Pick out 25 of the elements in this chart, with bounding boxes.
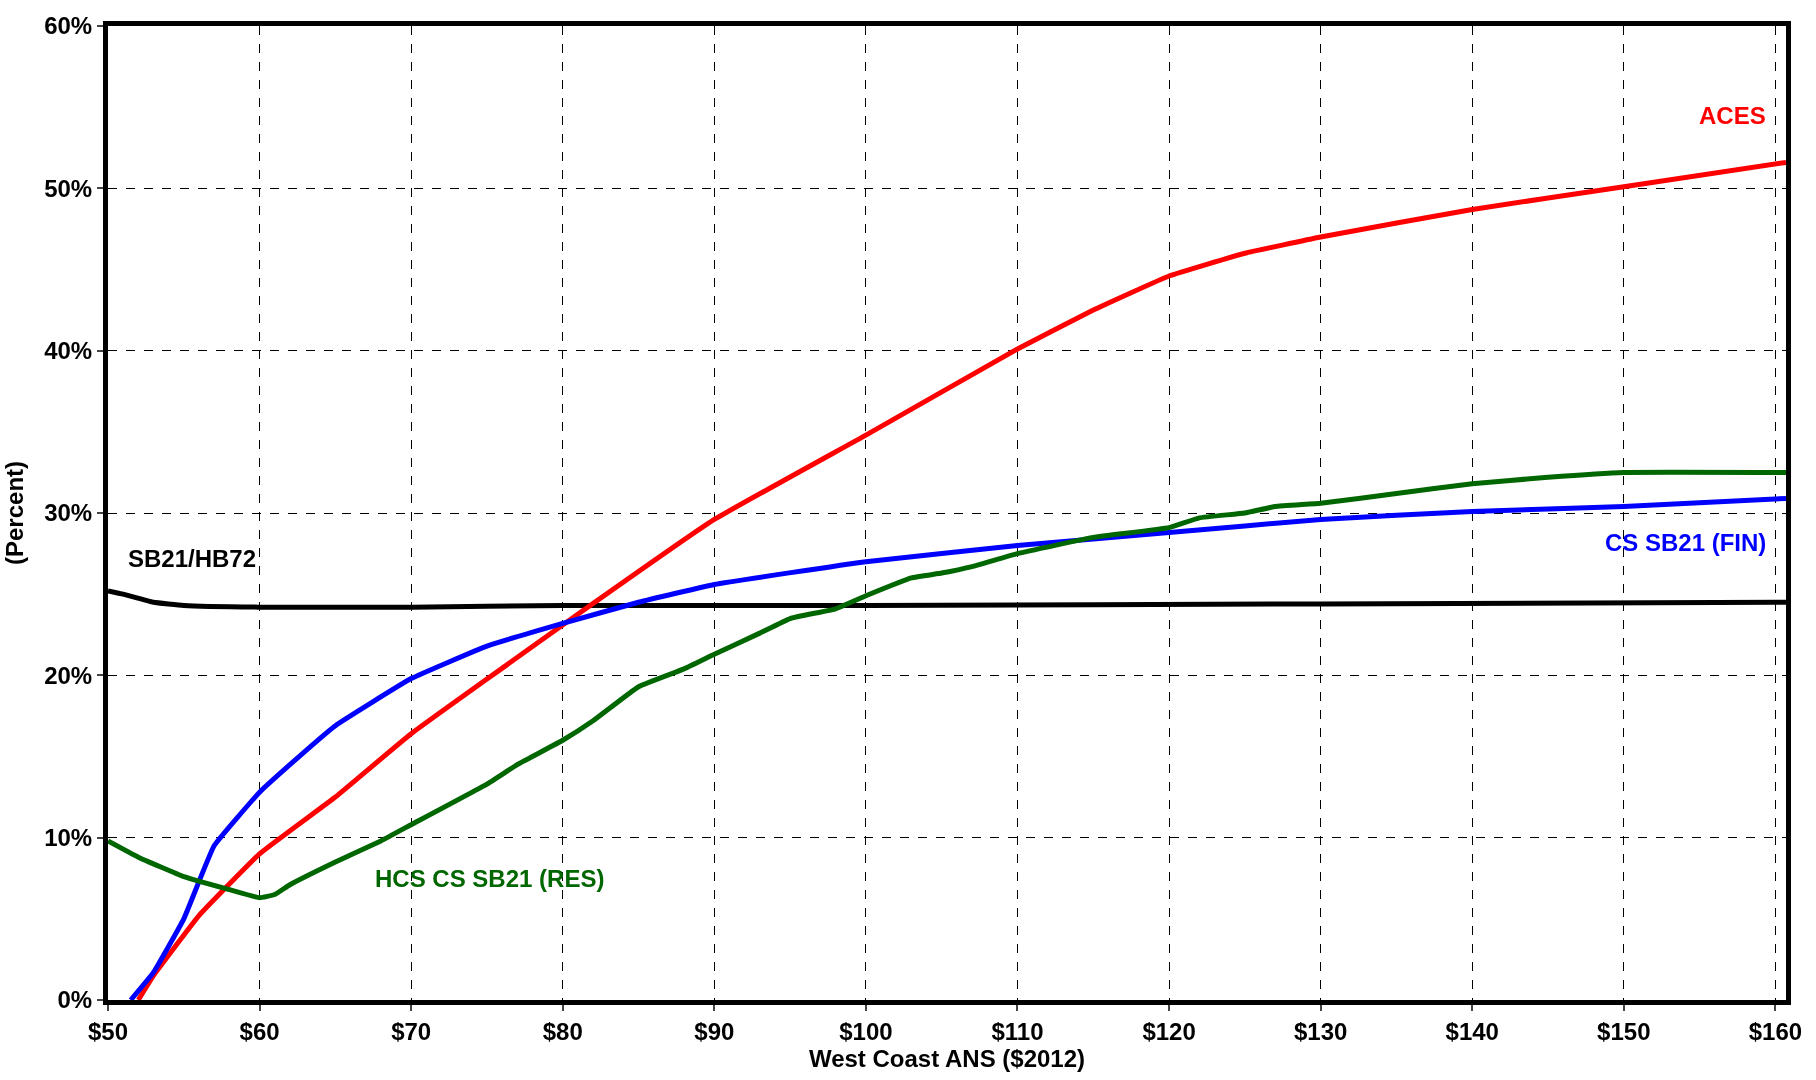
y-axis-title: (Percent) [1, 460, 29, 566]
x-tick-label: $160 [1748, 1017, 1803, 1045]
y-tick-label: 40% [44, 337, 93, 365]
y-tick-label: 30% [44, 499, 93, 527]
x-tick-label: $60 [239, 1017, 280, 1045]
x-tick-label: $110 [991, 1017, 1044, 1045]
series-label: CS SB21 (FIN) [1605, 529, 1767, 556]
y-tick-label: 0% [57, 986, 93, 1014]
x-tick-label: $50 [87, 1017, 129, 1045]
x-tick-label: $90 [694, 1017, 735, 1045]
y-tick-label: 10% [44, 824, 93, 852]
series-label: HCS CS SB21 (RES) [375, 865, 605, 892]
x-tick-label: $100 [839, 1017, 893, 1045]
x-tick-label: $150 [1597, 1017, 1651, 1045]
x-tick-label: $130 [1293, 1017, 1348, 1045]
y-tick-label: 50% [44, 174, 93, 202]
x-tick-label: $120 [1142, 1017, 1196, 1045]
series-label: ACES [1699, 102, 1766, 129]
y-tick-label: 20% [44, 661, 93, 689]
series-label: SB21/HB72 [128, 545, 257, 572]
x-tick-label: $140 [1445, 1017, 1499, 1045]
x-tick-label: $80 [542, 1017, 583, 1045]
x-tick-label: $70 [391, 1017, 432, 1045]
x-axis-title: West Coast ANS ($2012) [808, 1044, 1086, 1072]
y-tick-label: 60% [44, 12, 93, 40]
